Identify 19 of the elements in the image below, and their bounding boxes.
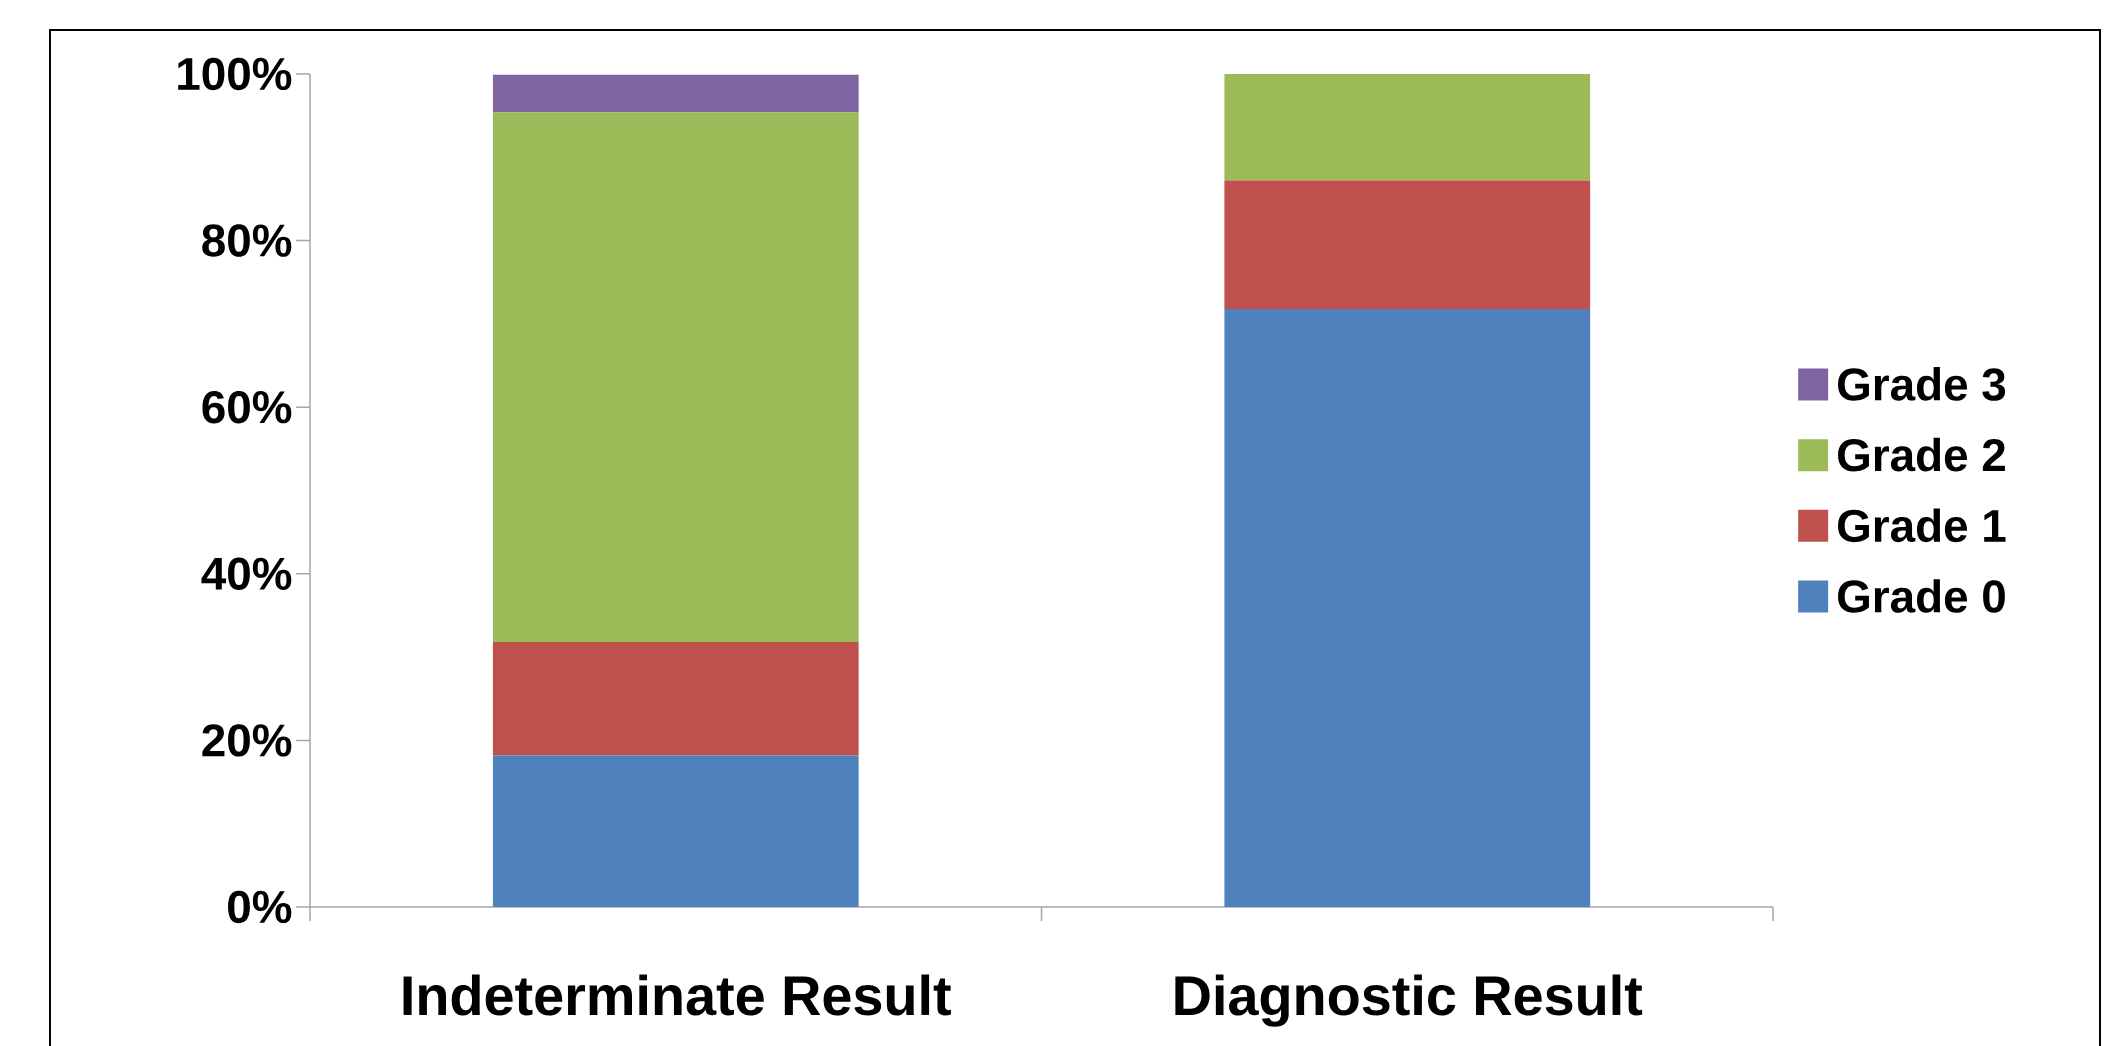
legend-label: Grade 0 <box>1838 579 2005 613</box>
bar <box>492 642 859 756</box>
y-tick-label: 20% <box>202 724 292 757</box>
x-tick-label: Indeterminate Result <box>403 974 951 1016</box>
y-tick-label: 0% <box>228 890 292 924</box>
y-tick-label: 100% <box>178 57 292 91</box>
legend-label: Grade 3 <box>1838 367 2006 401</box>
x-tick-label: Diagnostic Result <box>1175 974 1643 1027</box>
y-tick-label: 40% <box>201 557 292 591</box>
bar <box>492 74 859 113</box>
bar <box>1224 180 1591 309</box>
bar <box>492 112 859 643</box>
y-tick-label: 60% <box>202 390 292 424</box>
legend-label: Grade 1 <box>1838 508 2006 543</box>
y-tick-label: 80% <box>202 224 292 257</box>
bar <box>1224 73 1591 181</box>
bar <box>492 755 859 907</box>
bar <box>1224 308 1591 907</box>
legend-label: Grade 2 <box>1838 437 2005 472</box>
